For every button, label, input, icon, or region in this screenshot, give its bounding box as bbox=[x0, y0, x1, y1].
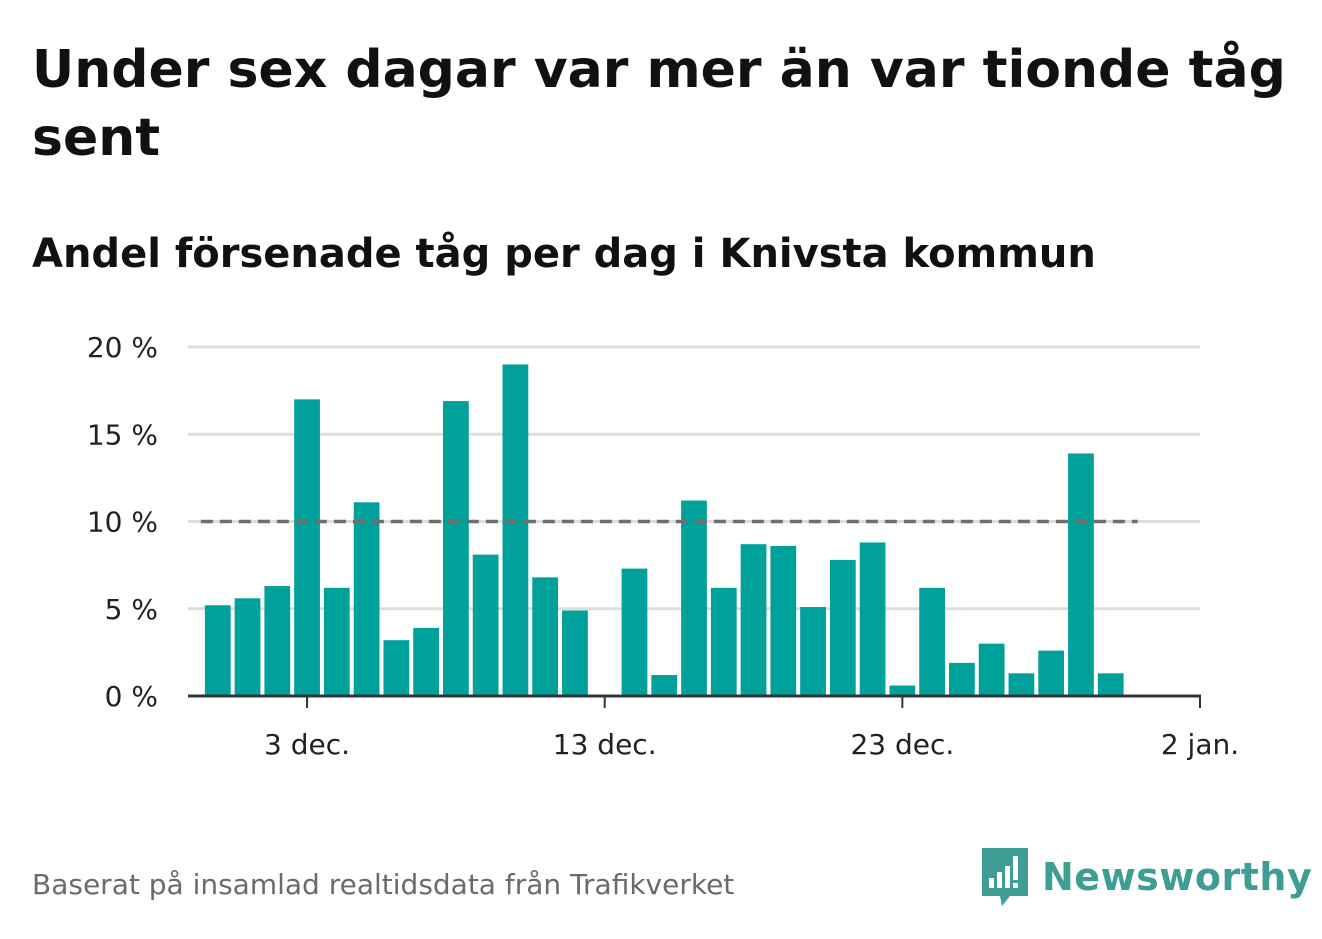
brand-logo: Newsworthy bbox=[980, 846, 1312, 908]
bar bbox=[681, 500, 707, 696]
bar bbox=[264, 586, 291, 696]
x-tick-label: 3 dec. bbox=[264, 728, 350, 761]
bar bbox=[413, 627, 439, 696]
x-tick-label: 2 jan. bbox=[1161, 728, 1239, 761]
bar bbox=[562, 610, 588, 696]
y-tick-label: 15 % bbox=[87, 418, 158, 451]
bar bbox=[1068, 453, 1094, 696]
bar bbox=[621, 568, 648, 696]
source-note: Baserat på insamlad realtidsdata från Tr… bbox=[32, 868, 735, 901]
chart-subtitle: Andel försenade tåg per dag i Knivsta ko… bbox=[32, 231, 1096, 277]
bar bbox=[383, 640, 410, 696]
bar bbox=[472, 554, 499, 696]
bar bbox=[532, 577, 559, 696]
x-axis-labels: 3 dec. 13 dec. 23 dec. 2 jan. bbox=[264, 728, 1239, 761]
x-tick-label: 13 dec. bbox=[553, 728, 657, 761]
bar-chart: 0 % 5 % 10 % 15 % 20 % 3 dec. 13 dec. 23 dec. 2… bbox=[87, 331, 1239, 761]
bar bbox=[502, 364, 529, 696]
brand-name: Newsworthy bbox=[1042, 855, 1313, 899]
bar bbox=[323, 587, 350, 696]
bar bbox=[443, 401, 469, 696]
bar bbox=[770, 545, 797, 696]
bar bbox=[1097, 673, 1124, 696]
y-axis-labels: 0 % 5 % 10 % 15 % 20 % bbox=[87, 331, 158, 713]
newsworthy-logo-icon bbox=[982, 848, 1028, 906]
bar bbox=[978, 643, 1005, 696]
bar bbox=[204, 605, 231, 696]
x-tick-label: 23 dec. bbox=[850, 728, 954, 761]
bar bbox=[710, 587, 737, 696]
y-tick-label: 5 % bbox=[105, 593, 158, 626]
bar bbox=[1038, 650, 1065, 696]
chart-title: Under sex dagar var mer än var tionde tå… bbox=[32, 40, 1286, 168]
bar bbox=[889, 685, 916, 696]
x-axis bbox=[188, 694, 1201, 708]
bar bbox=[353, 502, 380, 696]
bar bbox=[949, 662, 975, 696]
bar bbox=[800, 607, 826, 696]
bar bbox=[294, 399, 320, 696]
bar bbox=[859, 542, 886, 696]
bar bbox=[919, 587, 945, 696]
bar bbox=[740, 544, 767, 696]
bars bbox=[204, 364, 1124, 696]
y-tick-label: 10 % bbox=[87, 506, 158, 539]
bar bbox=[234, 598, 261, 696]
y-tick-label: 20 % bbox=[87, 331, 158, 364]
y-tick-label: 0 % bbox=[105, 680, 158, 713]
bar bbox=[829, 559, 856, 696]
bar bbox=[651, 675, 678, 696]
bar bbox=[1008, 673, 1035, 696]
